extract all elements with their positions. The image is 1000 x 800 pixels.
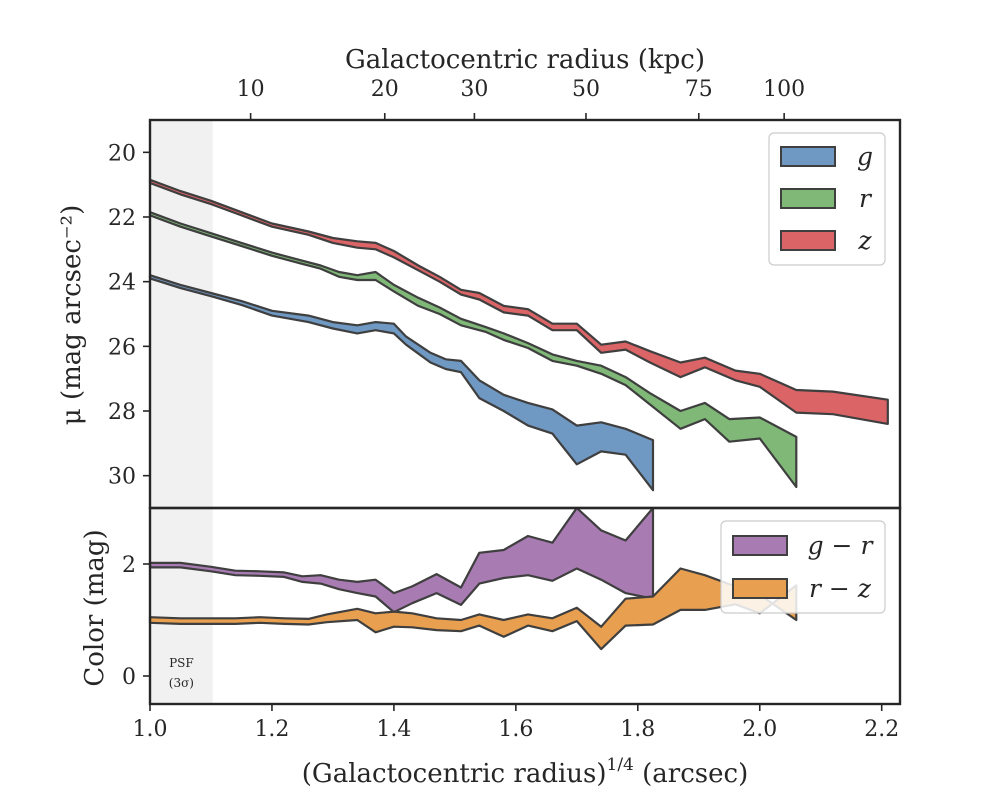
x-tick-label: 1.0 [133, 717, 168, 742]
x-axis-title-main: (Galactocentric radius) [302, 759, 607, 789]
top-axis-tick-label: 75 [685, 77, 713, 102]
color-panel-frame [148, 506, 902, 706]
x-tick-label: 1.4 [376, 717, 411, 742]
x-axis-title-superscript: 1/4 [607, 755, 634, 775]
psf-label: PSF [169, 656, 194, 670]
color-tick-label: 0 [122, 665, 136, 690]
x-tick-label: 2.2 [864, 717, 899, 742]
legend-label-r: r [859, 184, 873, 213]
mu-tick-label: 30 [108, 465, 136, 490]
axis-ticks: 1.0 1.2 1.4 1.6 1.8 2.0 2.210 20 30 50 75 100202224… [108, 77, 899, 742]
mu-tick-label: 24 [108, 271, 136, 296]
legend-label-g-minus-r: g − r [808, 531, 875, 560]
legend-label-g: g [857, 142, 873, 171]
x-tick-label: 1.8 [620, 717, 655, 742]
top-axis-tick-label: 20 [371, 77, 399, 102]
legend-label-z: z [857, 226, 872, 255]
x-axis-title: (Galactocentric radius)1/4 (arcsec) [302, 755, 748, 789]
mu-tick-label: 28 [108, 400, 136, 425]
surface-brightness-legend: grz [768, 132, 886, 266]
legend-swatch-r [780, 188, 836, 209]
band-g [148, 274, 655, 492]
x-tick-label: 1.2 [254, 717, 289, 742]
top-axis-tick-label: 30 [460, 77, 488, 102]
top-axis-tick-label: 100 [763, 77, 805, 102]
x-tick-label: 1.6 [498, 717, 533, 742]
top-axis-tick-label: 10 [237, 77, 265, 102]
color-legend: g − r r − z [720, 520, 886, 614]
psf-shaded-region-bottom [150, 508, 213, 704]
mu-tick-label: 22 [108, 206, 136, 231]
legend-swatch-r-minus-z [732, 578, 788, 599]
legend-swatch-z [780, 230, 836, 251]
psf-sublabel: (3σ) [169, 676, 194, 690]
color-tick-label: 2 [122, 553, 136, 578]
mu-tick-label: 26 [108, 335, 136, 360]
mu-tick-label: 20 [108, 141, 136, 166]
x-axis-title-unit: (arcsec) [634, 759, 748, 789]
top-axis-title: Galactocentric radius (kpc) [345, 45, 705, 75]
band-z [148, 178, 889, 425]
legend-swatch-g [780, 146, 836, 167]
mu-axis-title: μ (mag arcsec⁻²) [57, 205, 87, 425]
legend-swatch-g-minus-r [732, 535, 788, 556]
top-axis-tick-label: 50 [572, 77, 600, 102]
psf-shaded-region-top [150, 120, 213, 508]
surface-brightness-bands [148, 178, 889, 492]
legend-label-r-minus-z: r − z [809, 574, 872, 603]
band-r [148, 211, 798, 489]
color-axis-title: Color (mag) [80, 529, 110, 686]
x-tick-label: 2.0 [742, 717, 777, 742]
